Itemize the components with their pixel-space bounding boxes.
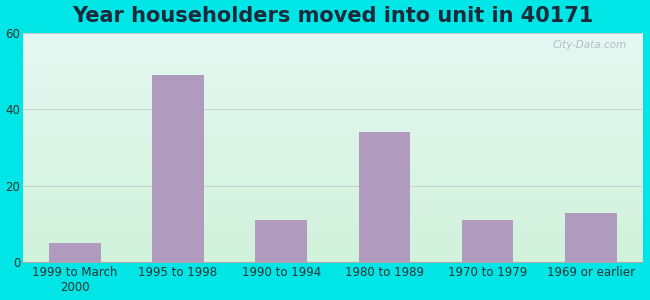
Bar	[152, 75, 204, 262]
Text: City-Data.com: City-Data.com	[552, 40, 627, 50]
Bar	[49, 243, 101, 262]
Bar	[255, 220, 307, 262]
Bar	[462, 220, 514, 262]
Bar	[359, 132, 410, 262]
Title: Year householders moved into unit in 40171: Year householders moved into unit in 401…	[72, 6, 593, 26]
Bar	[565, 212, 617, 262]
